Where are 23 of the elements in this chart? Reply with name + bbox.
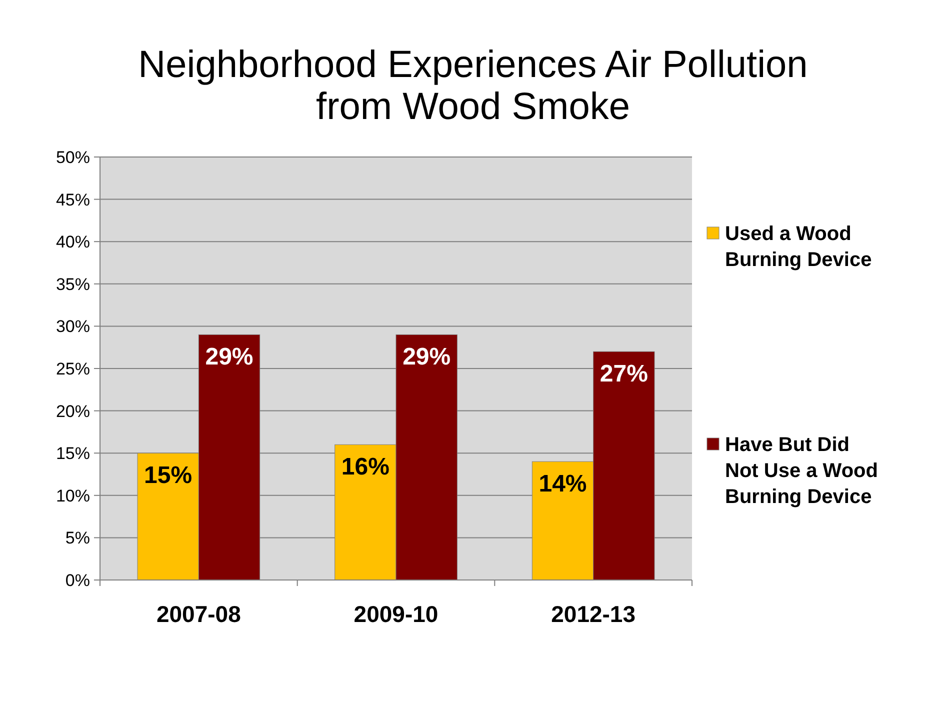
y-tick-label: 0% xyxy=(65,570,90,590)
data-label: 16% xyxy=(341,454,390,481)
y-tick-label: 10% xyxy=(56,486,90,506)
data-label: 27% xyxy=(600,360,648,388)
x-tick-label: 2012-13 xyxy=(551,601,636,627)
legend-label: Used a Wood Burning Device xyxy=(725,223,872,271)
data-label: 29% xyxy=(205,344,254,371)
data-label: 29% xyxy=(402,344,451,371)
legend-label: Have But Did Not Use a Wood Burning Device xyxy=(725,434,878,508)
data-label: 14% xyxy=(538,470,587,498)
y-tick-label: 50% xyxy=(56,148,90,167)
y-tick-label: 45% xyxy=(56,190,90,210)
chart-title: Neighborhood Experiences Air Pollution from Wood Smoke xyxy=(138,44,808,128)
y-tick-label: 35% xyxy=(56,274,90,294)
y-tick-label: 30% xyxy=(56,317,90,336)
y-tick-label: 40% xyxy=(56,232,90,252)
y-tick-label: 5% xyxy=(65,528,90,548)
x-tick-label: 2009-10 xyxy=(354,601,438,627)
y-tick-label: 15% xyxy=(56,444,90,464)
y-tick-label: 20% xyxy=(56,402,90,421)
y-tick-label: 25% xyxy=(56,359,90,378)
x-tick-label: 2007-08 xyxy=(156,601,242,627)
data-label: 15% xyxy=(144,462,192,490)
